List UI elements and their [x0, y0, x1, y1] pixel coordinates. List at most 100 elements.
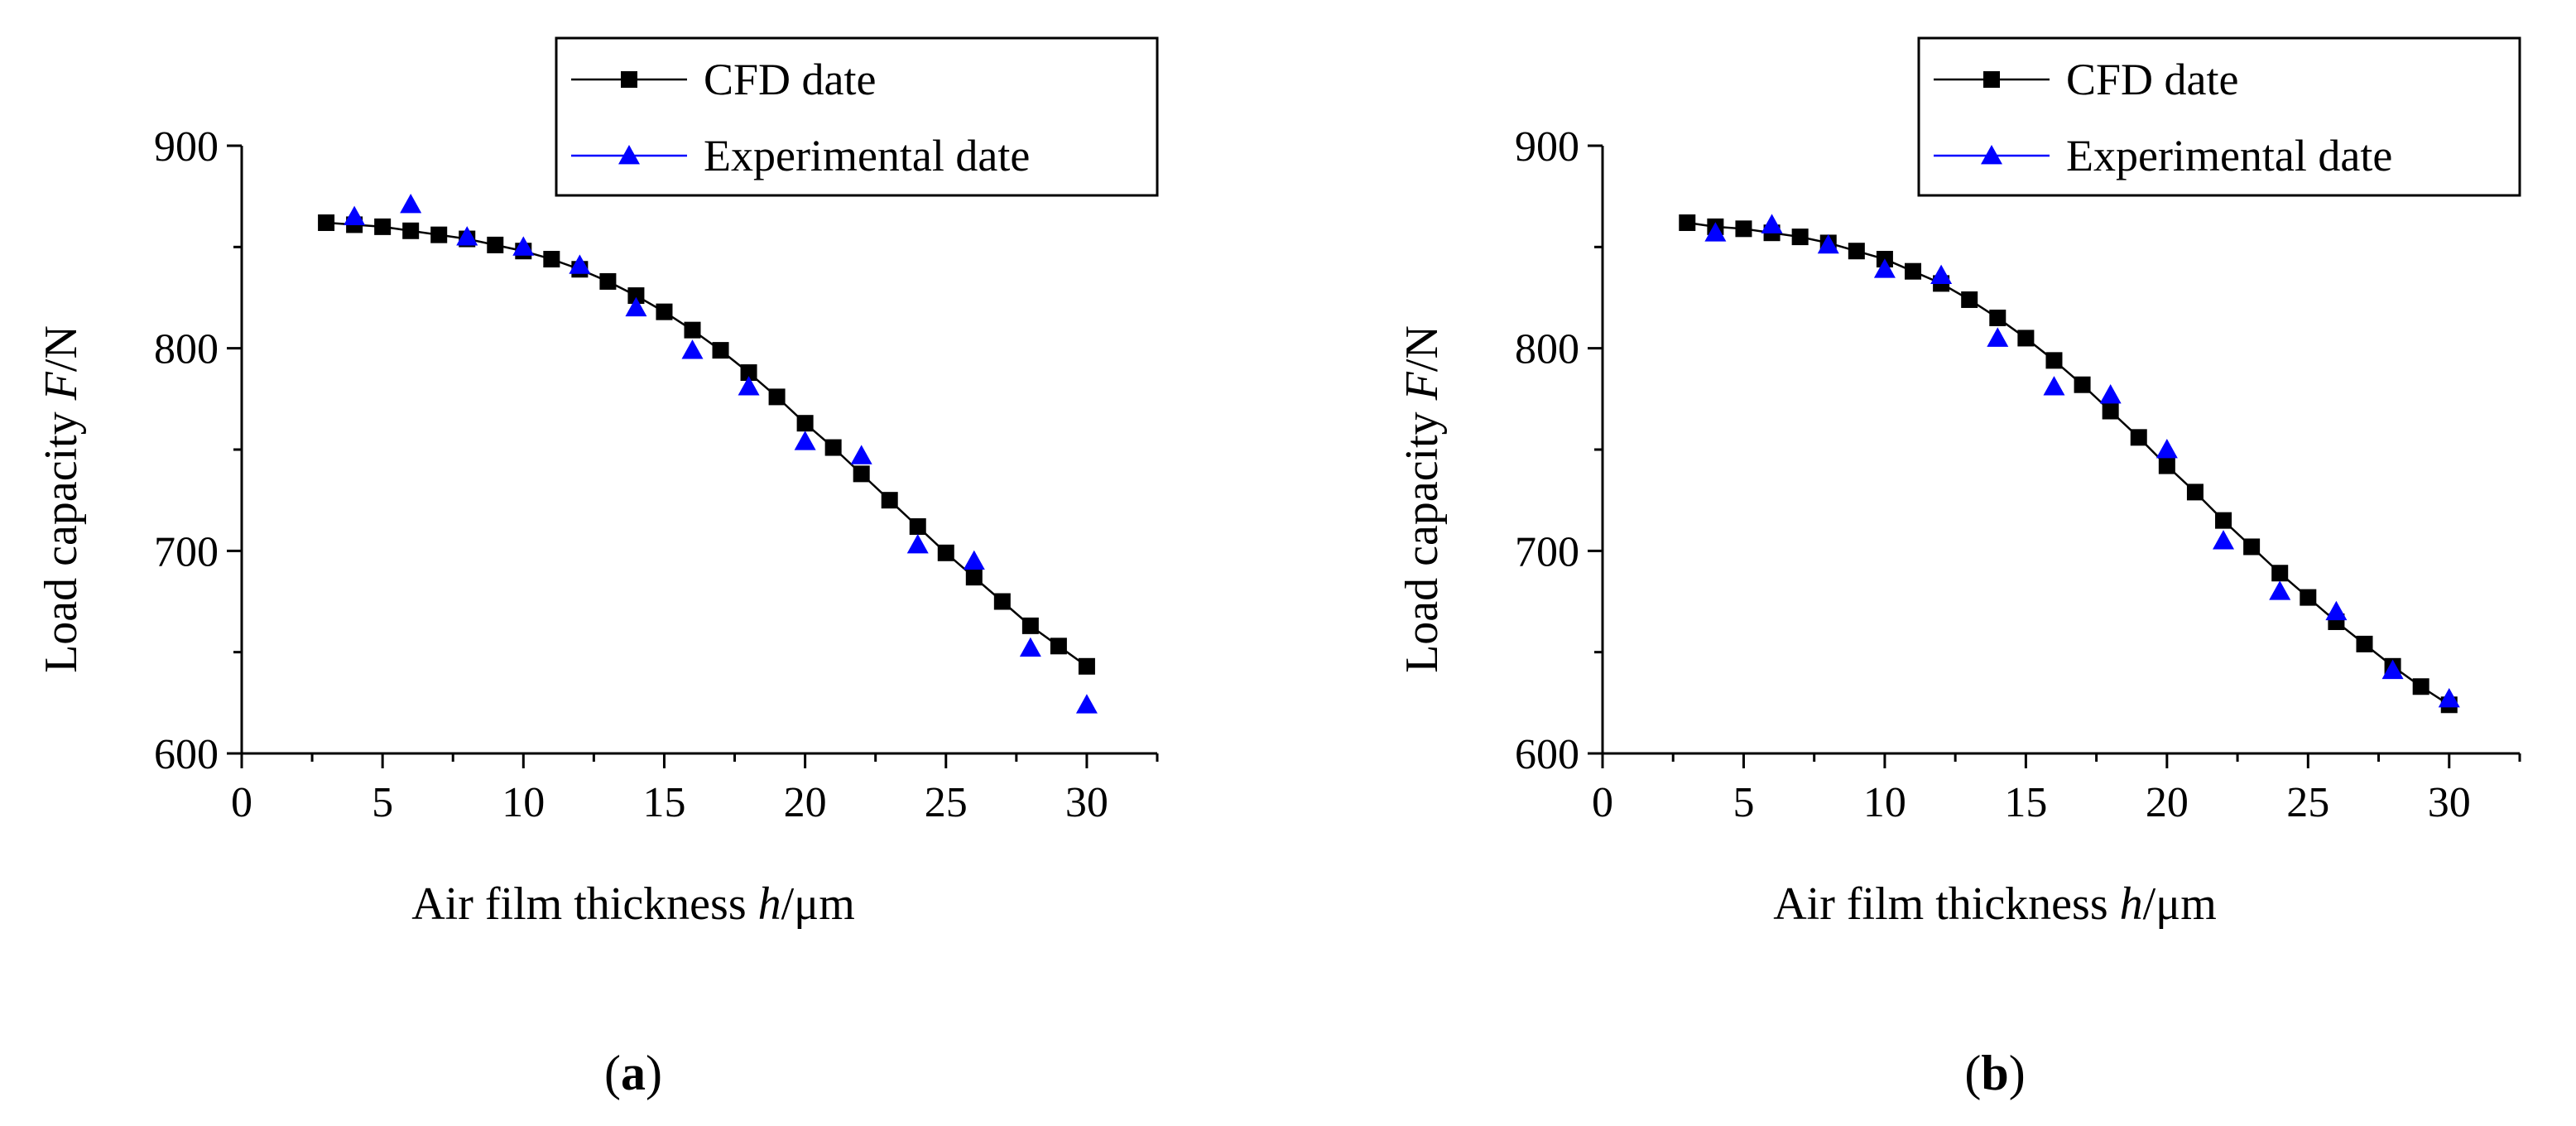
- cfd-line: [1687, 221, 2450, 706]
- experimental-point: [512, 236, 535, 256]
- experimental-point: [1873, 258, 1896, 278]
- cfd-point: [1905, 262, 1922, 280]
- series-experimental: [344, 193, 1098, 714]
- experimental-point: [850, 445, 872, 464]
- cfd-point: [1021, 617, 1039, 634]
- legend-box: [555, 36, 1159, 197]
- y-axis-title: Load capacity F/N: [1396, 325, 1448, 673]
- series-cfd: [1679, 214, 2458, 714]
- experimental-point: [625, 296, 647, 317]
- cfd-point: [740, 364, 757, 382]
- cfd-point: [2271, 565, 2289, 582]
- experimental-point: [1704, 222, 1727, 242]
- experimental-point: [400, 193, 422, 214]
- experimental-point: [1075, 694, 1098, 714]
- cfd-point: [881, 492, 898, 509]
- legend: CFD date Experimental date: [555, 36, 1159, 197]
- y-tick-label: 900: [154, 123, 219, 171]
- experimental-point: [738, 376, 760, 396]
- experimental-point: [1019, 637, 1041, 657]
- experimental-point: [456, 226, 478, 246]
- cfd-point: [909, 517, 926, 535]
- cfd-point: [2356, 635, 2373, 652]
- legend-box: [1917, 36, 2521, 197]
- cfd-point: [1735, 220, 1752, 238]
- cfd-point: [2158, 457, 2175, 474]
- cfd-point: [2300, 589, 2317, 606]
- cfd-point: [2215, 512, 2232, 529]
- y-tick-label: 700: [154, 528, 219, 575]
- cfd-point: [2243, 538, 2261, 556]
- legend-cfd-label: CFD date: [704, 55, 877, 104]
- x-axis-title: Air film thickness h/μm: [1773, 878, 2217, 930]
- x-tick-label: 0: [231, 779, 252, 826]
- experimental-point: [1930, 264, 1953, 284]
- legend-cfd-label: CFD date: [2066, 55, 2239, 104]
- x-tick-label: 10: [1863, 779, 1906, 826]
- y-tick-label: 600: [1515, 731, 1579, 778]
- cfd-point: [993, 593, 1011, 610]
- cfd-point: [2045, 352, 2063, 369]
- experimental-point: [2099, 383, 2122, 404]
- experimental-point: [569, 254, 591, 274]
- cfd-point: [1050, 638, 1067, 655]
- x-tick-label: 5: [372, 779, 393, 826]
- cfd-point: [627, 287, 645, 305]
- y-tick-label: 800: [1515, 326, 1579, 373]
- series-cfd: [318, 214, 1095, 675]
- cfd-point: [374, 218, 392, 235]
- cfd-point: [1791, 229, 1809, 246]
- series-experimental: [1704, 214, 2460, 708]
- x-tick-label: 30: [1065, 779, 1108, 826]
- cfd-point: [712, 342, 729, 359]
- experimental-point: [2269, 580, 2291, 600]
- cfd-point: [2074, 376, 2091, 393]
- panel-caption: (a): [604, 1046, 662, 1100]
- cfd-point: [430, 226, 448, 243]
- legend: CFD date Experimental date: [1917, 36, 2521, 197]
- legend-cfd-marker: [621, 71, 637, 88]
- cfd-point: [543, 251, 560, 268]
- cfd-point: [2412, 678, 2429, 695]
- panel-a: 0 5 10 15 20 25 30 600 700 800 900 Air film thickne…: [36, 36, 1159, 1100]
- panel-b: 0 5 10 15 20 25 30 600 700 800 900 Air film thickne…: [1396, 36, 2521, 1100]
- x-tick-label: 30: [2428, 779, 2471, 826]
- cfd-point: [684, 321, 701, 339]
- x-tick-label: 5: [1733, 779, 1754, 826]
- cfd-point: [1961, 291, 1978, 308]
- cfd-point: [768, 388, 786, 406]
- y-axis-title: Load capacity F/N: [36, 325, 87, 673]
- x-axis-title: Air film thickness h/μm: [411, 878, 855, 930]
- x-tick-label: 25: [2286, 779, 2329, 826]
- x-tick-label: 25: [925, 779, 968, 826]
- cfd-point: [2130, 429, 2147, 446]
- cfd-point: [853, 465, 870, 483]
- experimental-point: [2325, 600, 2348, 621]
- y-tick-label: 800: [154, 326, 219, 373]
- y-tick-label: 900: [1515, 123, 1579, 171]
- cfd-point: [1848, 243, 1865, 260]
- experimental-point: [1761, 214, 1783, 233]
- cfd-point: [824, 439, 842, 456]
- y-tick-label: 600: [154, 731, 219, 778]
- legend-experimental-label: Experimental date: [2066, 131, 2392, 180]
- x-tick-label: 0: [1592, 779, 1613, 826]
- experimental-point: [2381, 659, 2404, 680]
- experimental-point: [681, 339, 704, 359]
- experimental-point: [2155, 439, 2178, 459]
- cfd-point: [796, 415, 814, 432]
- experimental-point: [1987, 327, 2009, 347]
- experimental-point: [2043, 376, 2065, 396]
- cfd-point: [937, 544, 954, 561]
- cfd-point: [1679, 214, 1696, 231]
- panel-caption: (b): [1964, 1046, 2025, 1100]
- cfd-point: [599, 272, 617, 290]
- x-tick-label: 15: [642, 779, 685, 826]
- x-tick-label: 15: [2004, 779, 2047, 826]
- experimental-point: [794, 431, 816, 450]
- x-tick-label: 20: [784, 779, 827, 826]
- legend-experimental-marker: [618, 145, 640, 165]
- legend-experimental-marker: [1981, 145, 2002, 165]
- cfd-point: [318, 214, 335, 231]
